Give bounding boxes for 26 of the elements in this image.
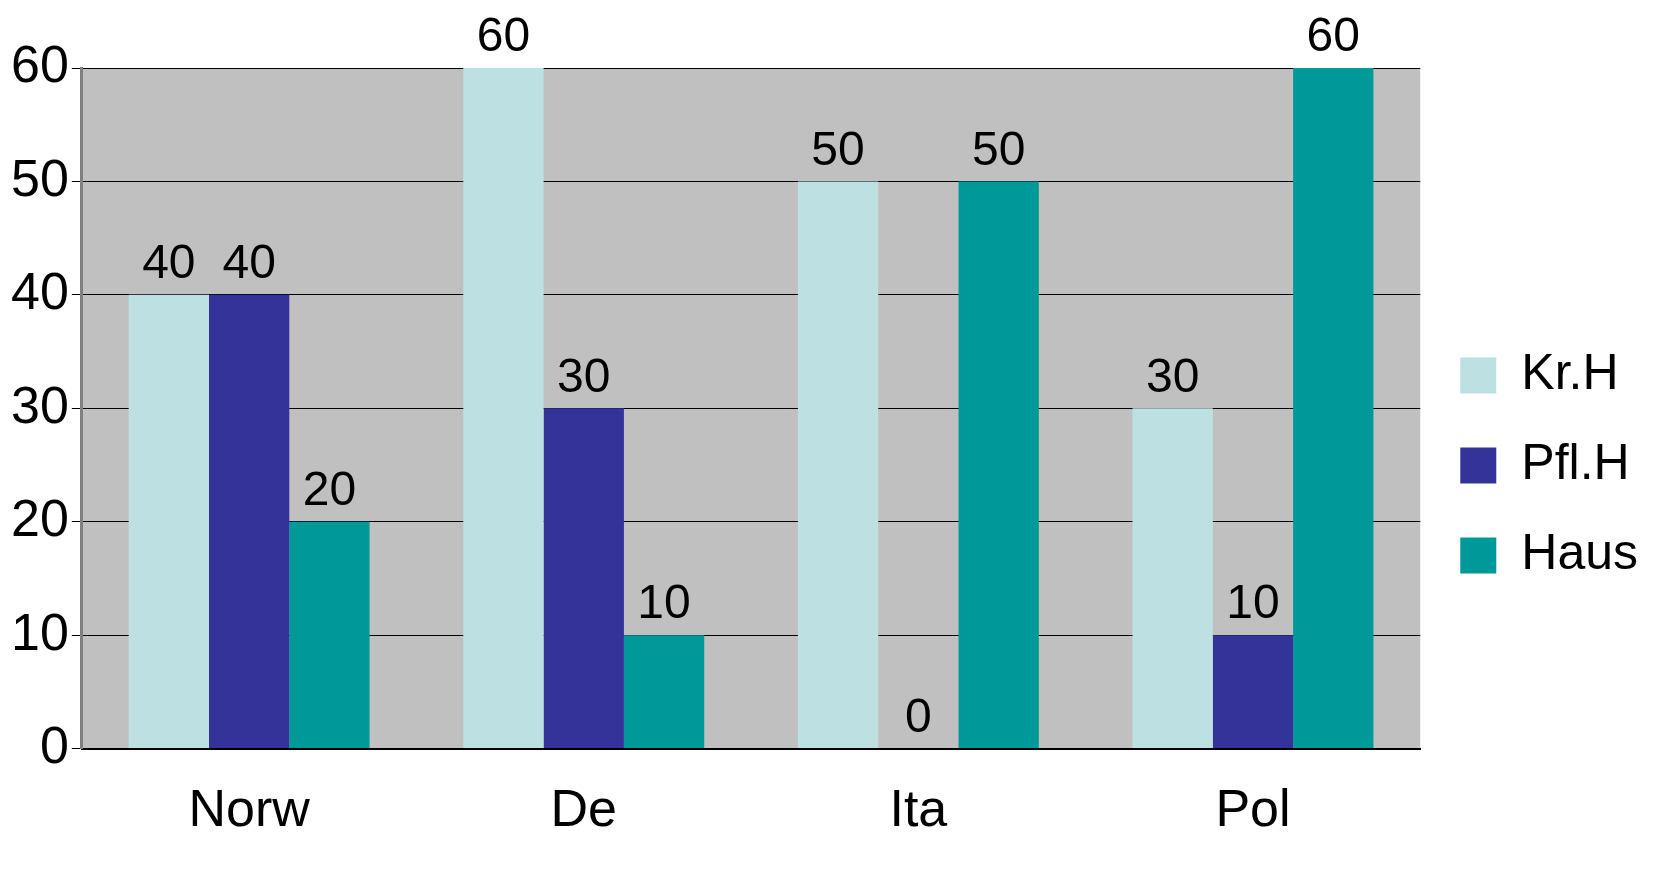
- data-label: 50: [971, 121, 1026, 175]
- y-tick-label: 10: [11, 602, 69, 661]
- data-label: 10: [1226, 575, 1280, 629]
- x-tick-label: Ita: [889, 779, 948, 838]
- data-label: 50: [811, 121, 865, 175]
- legend-label: Haus: [1521, 524, 1639, 581]
- y-tick-label: 20: [11, 489, 69, 548]
- legend-label: Pfl.H: [1521, 434, 1630, 491]
- data-label: 60: [1306, 8, 1360, 62]
- x-tick-label: Norw: [188, 779, 311, 838]
- y-tick-label: 40: [11, 262, 69, 321]
- x-tick-label: Pol: [1215, 779, 1291, 838]
- y-tick-label: 30: [11, 375, 69, 434]
- y-tick-label: 50: [11, 148, 69, 207]
- data-label: 30: [1145, 348, 1200, 402]
- data-label: 40: [142, 235, 196, 289]
- data-label: 0: [905, 688, 932, 742]
- data-label: 20: [302, 461, 357, 515]
- legend-label: Kr.H: [1521, 344, 1619, 401]
- x-tick-label: De: [550, 779, 617, 838]
- data-label: 30: [557, 348, 611, 402]
- y-tick-label: 60: [11, 35, 69, 94]
- data-label: 60: [476, 8, 531, 62]
- data-label: 10: [637, 575, 691, 629]
- data-label: 40: [222, 235, 276, 289]
- y-tick-label: 0: [39, 715, 69, 774]
